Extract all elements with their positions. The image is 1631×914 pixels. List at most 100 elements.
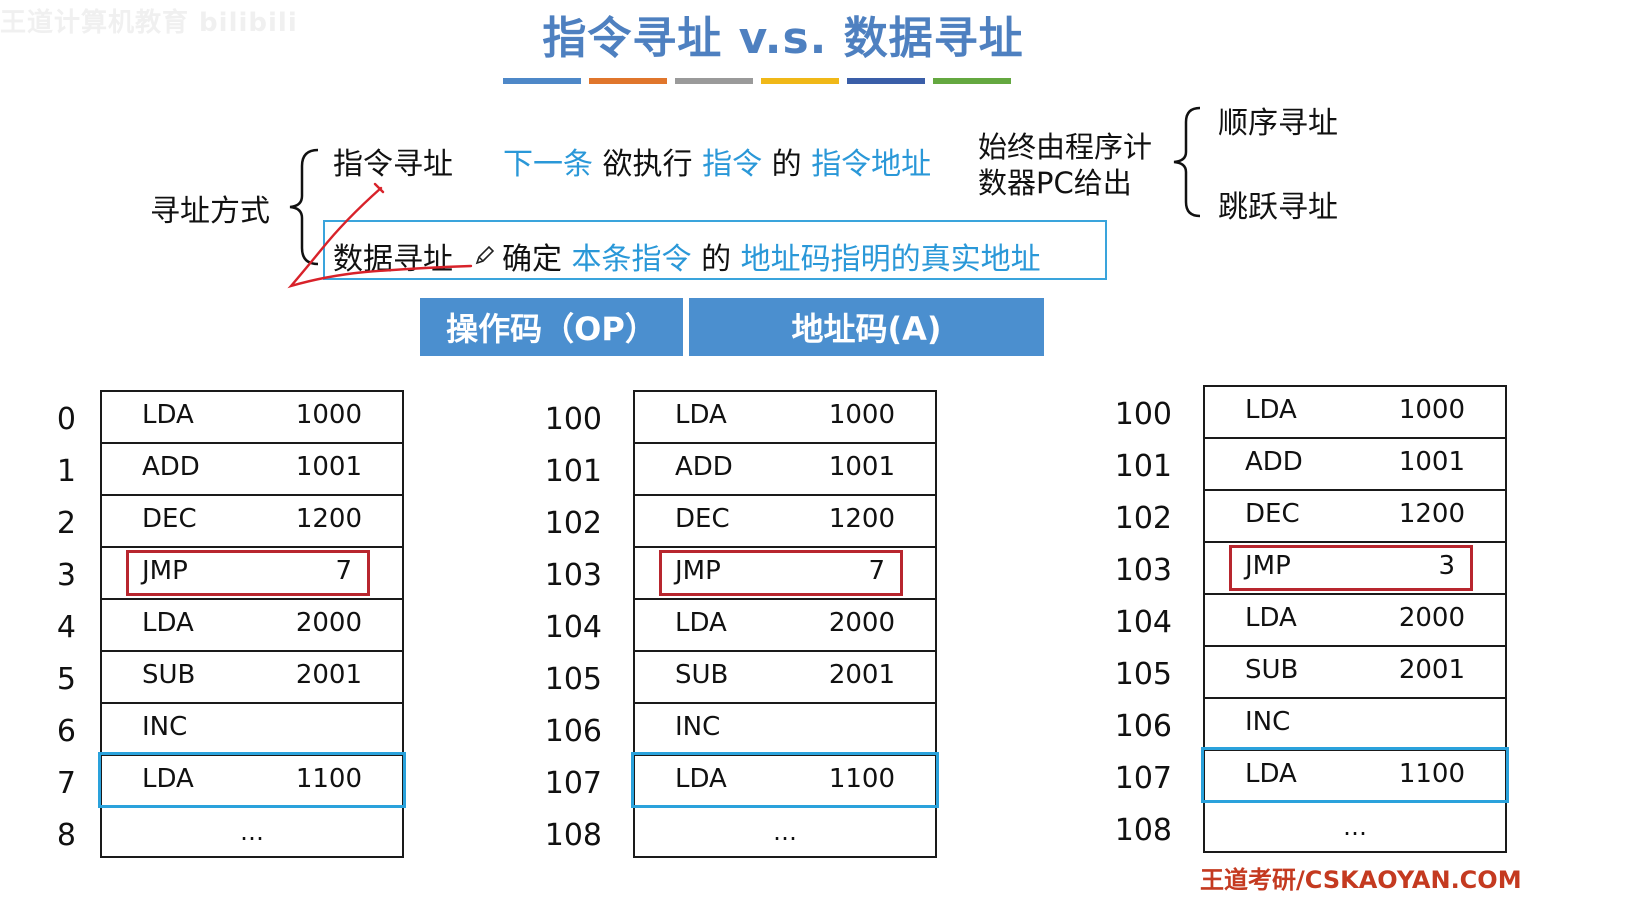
- opcode: ADD: [142, 452, 200, 482]
- jump-target-highlight: [98, 752, 406, 808]
- memory-address-label: 107: [1114, 761, 1172, 796]
- opcode: LDA: [675, 400, 727, 430]
- opcode: LDA: [1245, 759, 1297, 789]
- memory-address-label: 102: [1114, 501, 1172, 536]
- memory-row: ADD 1001: [635, 444, 935, 496]
- address-code: 2000: [295, 608, 362, 638]
- memory-row: …: [102, 808, 402, 856]
- opcode: JMP: [675, 556, 721, 586]
- desc-this-instruction: 本条指令: [571, 242, 692, 277]
- opcode: INC: [142, 712, 188, 742]
- memory-address-label: 0: [56, 402, 76, 437]
- address-code: 1200: [828, 504, 895, 534]
- jump-target-highlight: [1201, 747, 1509, 803]
- slide-title: 指令寻址 v.s. 数据寻址: [542, 13, 1024, 64]
- memory-address-label: 104: [1114, 605, 1172, 640]
- address-code: 1001: [828, 452, 895, 482]
- stripe-5: [847, 78, 925, 84]
- jump-target-highlight: [631, 752, 939, 808]
- instruction-addressing-desc: 下一条 欲执行 指令 的 指令地址: [503, 139, 931, 183]
- address-code: 1200: [1398, 499, 1465, 529]
- memory-table-3: LDA 1000 ADD 1001 DEC 1200 JMP 3 LDA 2000 SUB 2001 I…: [1203, 385, 1507, 853]
- memory-address-label: 105: [544, 662, 602, 697]
- memory-address-label: 103: [1114, 553, 1172, 588]
- desc-real-address: 地址码指明的真实地址: [740, 242, 1041, 277]
- desc-of: 的: [771, 147, 802, 182]
- memory-address-label: 103: [544, 558, 602, 593]
- memory-address-label: 104: [544, 610, 602, 645]
- watermark: 王道计算机教育 bilibili: [0, 8, 298, 38]
- address-code: 1001: [295, 452, 362, 482]
- pc-brace: [1173, 106, 1201, 218]
- ellipsis: …: [1343, 813, 1367, 841]
- memory-row: INC: [102, 704, 402, 756]
- memory-address-label: 102: [544, 506, 602, 541]
- memory-row: JMP 7: [635, 548, 935, 600]
- opcode: DEC: [142, 504, 197, 534]
- address-code: 1000: [295, 400, 362, 430]
- address-code: 1100: [1398, 759, 1465, 789]
- address-code: 3: [1438, 551, 1455, 581]
- address-code: 2000: [828, 608, 895, 638]
- memory-address-label: 106: [544, 714, 602, 749]
- stripe-4: [761, 78, 839, 84]
- opcode: LDA: [142, 608, 194, 638]
- opcode: DEC: [1245, 499, 1300, 529]
- data-addressing-box: [323, 220, 1107, 280]
- opcode: LDA: [675, 608, 727, 638]
- memory-row: ADD 1001: [1205, 439, 1505, 491]
- stripe-2: [589, 78, 667, 84]
- memory-row: SUB 2001: [635, 652, 935, 704]
- memory-row: JMP 3: [1205, 543, 1505, 595]
- memory-row: DEC 1200: [1205, 491, 1505, 543]
- opcode: ADD: [1245, 447, 1303, 477]
- opcode-field: 操作码（OP）: [420, 298, 683, 356]
- footer-brand: 王道考研/CSKAOYAN.COM: [1200, 866, 1522, 894]
- jump-instruction-highlight: [1229, 545, 1473, 591]
- instruction-addressing-label: 指令寻址: [333, 147, 453, 182]
- opcode: JMP: [1245, 551, 1291, 581]
- pc-note-line2: 数器PC给出: [978, 166, 1132, 200]
- memory-address-label: 100: [544, 402, 602, 437]
- opcode: INC: [675, 712, 721, 742]
- memory-address-label: 105: [1114, 657, 1172, 692]
- memory-row: LDA 1000: [635, 392, 935, 444]
- instruction-format-bar: 操作码（OP） 地址码(A): [420, 298, 1044, 356]
- opcode: ADD: [675, 452, 733, 482]
- memory-row: …: [1205, 803, 1505, 851]
- addressing-root-label: 寻址方式: [150, 194, 270, 229]
- memory-row: DEC 1200: [102, 496, 402, 548]
- memory-row: INC: [1205, 699, 1505, 751]
- desc-of-2: 的: [701, 242, 732, 277]
- desc-instruction-address: 指令地址: [811, 147, 932, 182]
- memory-address-label: 3: [56, 558, 76, 593]
- memory-row: LDA 1000: [1205, 387, 1505, 439]
- opcode: SUB: [675, 660, 729, 690]
- main-brace: [289, 148, 319, 266]
- jump-addressing-label: 跳跃寻址: [1218, 190, 1338, 225]
- memory-row: DEC 1200: [635, 496, 935, 548]
- memory-address-label: 7: [56, 766, 76, 801]
- format-divider: [683, 298, 689, 356]
- opcode: SUB: [1245, 655, 1299, 685]
- opcode: LDA: [142, 400, 194, 430]
- opcode: INC: [1245, 707, 1291, 737]
- address-code: 1100: [828, 764, 895, 794]
- desc-next: 下一条: [503, 147, 593, 182]
- memory-table-1: LDA 1000 ADD 1001 DEC 1200 JMP 7 LDA 2000 SUB 2001 I…: [100, 390, 404, 858]
- desc-to-execute: 欲执行: [602, 147, 693, 182]
- memory-address-label: 2: [56, 506, 76, 541]
- memory-address-label: 6: [56, 714, 76, 749]
- address-code: 2000: [1398, 603, 1465, 633]
- memory-address-label: 101: [1114, 449, 1172, 484]
- memory-row: LDA 2000: [102, 600, 402, 652]
- stripe-6: [933, 78, 1011, 84]
- memory-row: LDA 1000: [102, 392, 402, 444]
- ellipsis: …: [240, 818, 264, 846]
- memory-row: LDA 2000: [1205, 595, 1505, 647]
- memory-address-label: 108: [1114, 813, 1172, 848]
- memory-address-label: 5: [56, 662, 76, 697]
- stripe-3: [675, 78, 753, 84]
- desc-instruction: 指令: [702, 147, 763, 182]
- ellipsis: …: [773, 818, 797, 846]
